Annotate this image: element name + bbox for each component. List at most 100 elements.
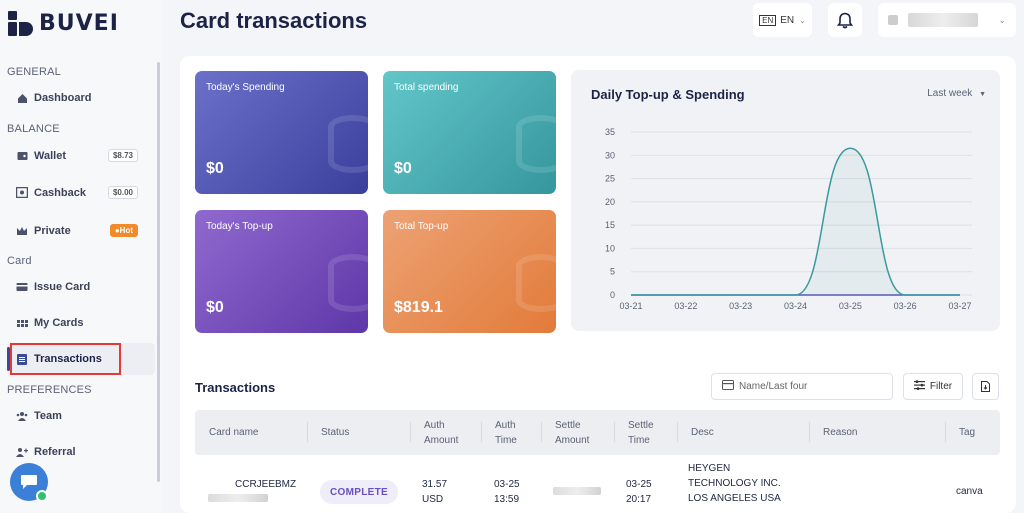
desc-cell: HEYGEN TECHNOLOGY INC. LOS ANGELES USA — [688, 463, 781, 504]
stat-card-todays-topup: Today's Top-up $0 — [195, 210, 368, 333]
daily-chart-card: Daily Top-up & Spending Last week ▼ 0 5 10… — [571, 70, 1000, 331]
sidebar: BUVEI GENERAL Dashboard BALANCE Wallet $… — [0, 0, 162, 513]
notifications-button[interactable] — [828, 3, 862, 37]
card-icon — [16, 281, 28, 293]
section-label-card: Card — [7, 255, 32, 267]
user-name-redacted — [908, 13, 978, 27]
column-header-auth-amount[interactable]: Auth Amount — [410, 410, 458, 455]
column-header-status[interactable]: Status — [307, 410, 349, 455]
column-header-settle-amount[interactable]: Settle Amount — [541, 410, 589, 455]
sidebar-item-cashback[interactable]: Cashback $0.00 — [16, 186, 138, 199]
wallet-balance-badge: $8.73 — [107, 149, 138, 162]
stat-card-total-spending: Total spending $0 — [383, 71, 556, 194]
active-item-highlight — [7, 343, 155, 375]
sidebar-item-label: Cashback — [34, 186, 86, 199]
coin-stack-icon — [328, 115, 368, 173]
coin-stack-icon — [516, 254, 556, 312]
x-tick-label: 03-22 — [674, 301, 697, 311]
x-tick-label: 03-24 — [784, 301, 807, 311]
auth-amount-cell: 31.57 USD — [422, 479, 448, 505]
team-icon — [16, 410, 28, 422]
y-tick-label: 35 — [605, 127, 615, 137]
series-area — [631, 148, 960, 295]
transaction-search-box[interactable] — [711, 373, 893, 400]
coin-stack-icon — [328, 254, 368, 312]
page-title: Card transactions — [180, 8, 368, 33]
filter-button[interactable]: Filter — [903, 373, 963, 400]
card-search-icon — [722, 380, 734, 393]
language-flag-icon: EN — [759, 14, 777, 26]
sidebar-item-dashboard[interactable]: Dashboard — [16, 92, 146, 104]
sidebar-scrollbar[interactable] — [157, 62, 160, 482]
brand-logo[interactable]: BUVEI — [8, 9, 119, 37]
transactions-title: Transactions — [195, 380, 276, 395]
x-tick-label: 03-25 — [839, 301, 862, 311]
referral-icon — [16, 446, 28, 458]
sidebar-item-my-cards[interactable]: My Cards — [16, 317, 146, 329]
y-tick-label: 10 — [605, 243, 615, 253]
y-tick-label: 0 — [610, 290, 615, 300]
stat-label: Today's Spending — [206, 82, 285, 93]
column-header-tag[interactable]: Tag — [945, 410, 975, 455]
highlight-annotation-box — [10, 343, 121, 375]
sidebar-item-wallet[interactable]: Wallet $8.73 — [16, 149, 138, 162]
sidebar-item-team[interactable]: Team — [16, 410, 146, 422]
online-status-dot — [36, 490, 48, 502]
language-label: EN — [780, 14, 795, 26]
y-tick-label: 5 — [610, 267, 615, 277]
avatar — [888, 15, 898, 25]
card-name-cell: CCRJEEBMZ — [235, 479, 297, 490]
hot-badge-label: Hot — [119, 226, 133, 235]
language-selector[interactable]: EN EN ⌄ — [753, 3, 812, 37]
stat-label: Total spending — [394, 82, 459, 93]
coin-stack-icon — [516, 115, 556, 173]
sidebar-item-transactions[interactable]: Transactions — [16, 353, 146, 365]
stat-card-todays-spending: Today's Spending $0 — [195, 71, 368, 194]
line-chart: 0 5 10 15 20 25 30 35 03-21 03-22 03-23 03-24 03-25 0… — [605, 127, 972, 311]
table-header: Card name Status Auth Amount Auth Time Set… — [195, 410, 1000, 455]
search-input[interactable] — [739, 381, 879, 392]
chevron-down-icon: ⌄ — [998, 14, 1006, 25]
grid-icon — [16, 317, 28, 329]
bell-icon — [837, 12, 853, 28]
stat-label: Today's Top-up — [206, 221, 273, 232]
stat-value: $0 — [394, 160, 412, 177]
settle-time-cell: 03-25 20:17 — [626, 479, 652, 505]
export-file-icon — [981, 381, 990, 392]
stat-value: $819.1 — [394, 299, 443, 316]
stat-card-total-topup: Total Top-up $819.1 — [383, 210, 556, 333]
hot-badge: ●Hot — [109, 224, 138, 237]
sidebar-item-label: Team — [34, 410, 62, 422]
stat-value: $0 — [206, 160, 224, 177]
column-header-card-name[interactable]: Card name — [209, 427, 259, 438]
column-header-auth-time[interactable]: Auth Time — [481, 410, 517, 455]
y-tick-label: 30 — [605, 150, 615, 160]
sidebar-item-label: Dashboard — [34, 92, 92, 104]
user-menu[interactable]: ⌄ — [878, 3, 1016, 37]
sidebar-item-label: My Cards — [34, 317, 84, 329]
column-header-desc[interactable]: Desc — [677, 410, 714, 455]
sidebar-item-referral[interactable]: Referral — [16, 446, 146, 458]
sidebar-item-issue-card[interactable]: Issue Card — [16, 281, 146, 293]
crown-icon — [16, 225, 28, 237]
y-tick-label: 25 — [605, 174, 615, 184]
chevron-down-icon: ⌄ — [799, 15, 806, 25]
wallet-icon — [16, 150, 28, 162]
sidebar-item-label: Referral — [34, 446, 76, 458]
y-tick-label: 15 — [605, 220, 615, 230]
column-header-reason[interactable]: Reason — [809, 410, 857, 455]
column-header-settle-time[interactable]: Settle Time — [614, 410, 654, 455]
x-tick-label: 03-23 — [729, 301, 752, 311]
export-button[interactable] — [972, 373, 999, 400]
filter-label: Filter — [929, 381, 953, 392]
chart-period-dropdown[interactable]: Last week ▼ — [927, 88, 986, 99]
sidebar-item-private[interactable]: Private ●Hot — [16, 224, 138, 237]
caret-down-icon: ▼ — [979, 91, 986, 98]
card-number-redacted — [208, 494, 268, 502]
logo-mark-icon — [8, 9, 36, 37]
settle-amount-redacted — [553, 487, 601, 495]
x-tick-label: 03-26 — [894, 301, 917, 311]
chart-title: Daily Top-up & Spending — [591, 87, 745, 102]
filter-icon — [913, 380, 925, 393]
